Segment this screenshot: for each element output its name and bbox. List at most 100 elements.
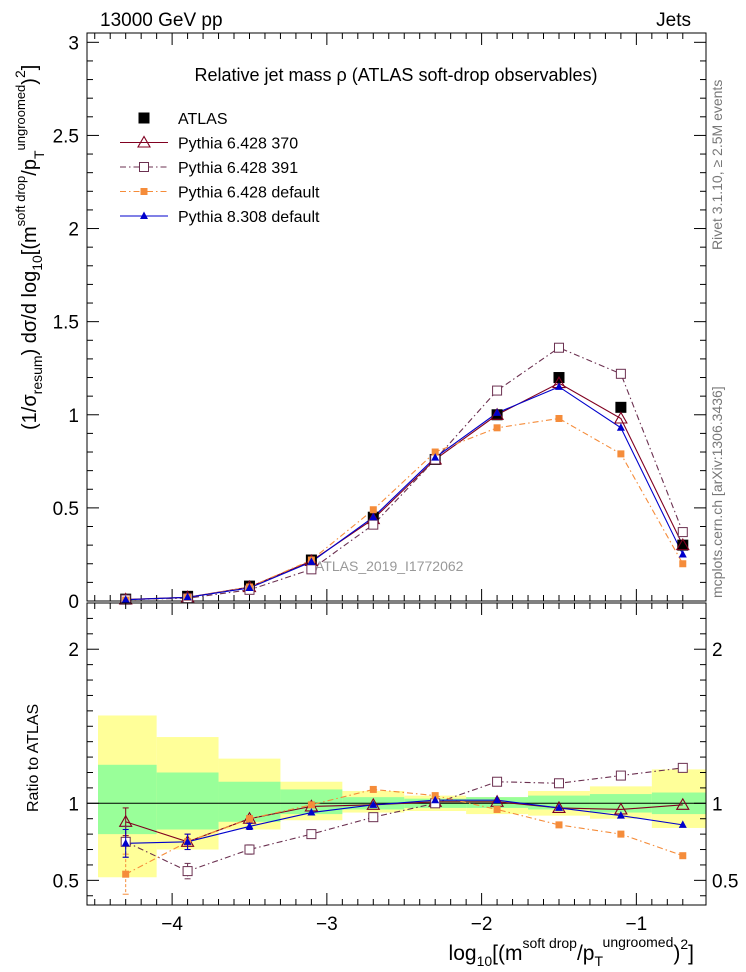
ratio-frame xyxy=(86,602,707,906)
y-tick-label: 2 xyxy=(68,220,79,241)
x-tick-label: −1 xyxy=(626,914,648,935)
y-axis-label: (1/σresum) dσ/d log10[(msoft drop/pTungr… xyxy=(12,65,47,430)
legend-label-py8: Pythia 8.308 default xyxy=(178,209,320,226)
main-panel: 0 0.5 1 1.5 2 2.5 3 Relative jet mass ρ (ATLAS … xyxy=(12,32,707,613)
legend-marker-atlas xyxy=(138,112,150,124)
ratio-panel: 0.5 0.5 1 1 2 2 −4 −3 −2 −1 Ratio to ATLAS log10[(m… xyxy=(25,602,738,969)
ratio-point-py391 xyxy=(306,829,317,840)
ratio-point-py391 xyxy=(492,776,503,787)
ratio-y-tick-label: 1 xyxy=(68,794,79,815)
ratio-y-tick-label-right: 1 xyxy=(712,794,723,815)
point-py8 xyxy=(554,382,563,390)
point-py_default xyxy=(555,414,563,422)
ratio-y-tick-label-right: 0.5 xyxy=(712,871,738,892)
point-py8 xyxy=(245,583,254,591)
ratio-point-py8 xyxy=(121,838,130,847)
ratio-point-py391 xyxy=(244,844,255,855)
point-py370 xyxy=(613,411,628,424)
series-line-py_default xyxy=(125,417,684,601)
ratio-point-py_default xyxy=(555,821,563,829)
x-axis-label: log10[(msoft drop/pTungroomed)2] xyxy=(449,934,694,969)
ratio-point-py_default xyxy=(245,815,253,823)
chart-title: Relative jet mass ρ (ATLAS soft-drop obs… xyxy=(194,65,597,85)
ratio-y-tick-label-right: 2 xyxy=(712,640,723,661)
point-py391 xyxy=(615,368,626,379)
point-py8 xyxy=(493,408,502,416)
point-py391 xyxy=(492,385,503,396)
y-tick-label: 1.5 xyxy=(53,313,79,334)
ratio-point-py_default xyxy=(369,785,377,793)
point-py8 xyxy=(121,595,130,603)
ratio-point-py_default xyxy=(493,805,501,813)
point-py8 xyxy=(431,453,440,461)
ratio-point-py_default xyxy=(431,792,439,800)
y-tick-label: 0 xyxy=(68,592,79,613)
ratio-line-py370 xyxy=(125,801,683,843)
point-py8 xyxy=(183,592,192,601)
point-py8 xyxy=(307,557,316,565)
legend-label-py370: Pythia 6.428 370 xyxy=(178,136,298,153)
legend-label-py391: Pythia 6.428 391 xyxy=(178,160,298,177)
point-py391 xyxy=(553,342,564,353)
ratio-point-py8 xyxy=(678,820,687,828)
uncertainty-band-inner xyxy=(98,764,157,835)
ratio-point-py_default xyxy=(617,830,625,838)
point-atlas xyxy=(615,401,627,413)
series-line-py8 xyxy=(125,386,684,601)
point-py8 xyxy=(369,512,378,521)
watermark: ATLAS_2019_I1772062 xyxy=(315,558,464,574)
ratio-point-py_default xyxy=(679,852,687,860)
ratio-point-py391 xyxy=(615,770,626,781)
y-tick-label: 0.5 xyxy=(53,499,79,520)
ratio-point-py8 xyxy=(554,803,563,811)
point-py_default xyxy=(679,560,687,568)
ratio-point-py370 xyxy=(675,797,690,810)
point-py391 xyxy=(677,527,688,538)
legend-label-atlas: ATLAS xyxy=(178,111,228,128)
y-tick-label: 2.5 xyxy=(53,126,79,147)
ratio-line-py8 xyxy=(125,799,683,844)
legend-marker-py370 xyxy=(137,135,151,148)
y-tick-label: 3 xyxy=(68,33,79,54)
ratio-point-py8 xyxy=(183,837,192,845)
ratio-y-axis-label: Ratio to ATLAS xyxy=(25,704,42,812)
ratio-point-py8 xyxy=(245,821,254,830)
side-label-mcplots: mcplots.cern.ch [arXiv:1306.3436] xyxy=(709,386,725,598)
legend-marker-py391 xyxy=(139,162,149,172)
point-py_default xyxy=(617,450,625,458)
ratio-point-py370 xyxy=(552,800,566,813)
header-right: Jets xyxy=(656,10,691,31)
legend-marker-py_default xyxy=(140,188,148,195)
ratio-point-py391 xyxy=(368,812,379,823)
ratio-y-tick-label: 2 xyxy=(68,640,79,661)
point-py8 xyxy=(678,549,687,558)
uncertainty-band-inner xyxy=(156,772,219,830)
point-py391 xyxy=(306,564,317,575)
ratio-line-py391 xyxy=(125,767,683,872)
ratio-point-py391 xyxy=(553,778,564,789)
legend-label-py_default: Pythia 6.428 default xyxy=(178,185,320,202)
ratio-point-py_default xyxy=(307,801,315,809)
ratio-point-py8 xyxy=(616,811,625,819)
ratio-point-py370 xyxy=(366,797,381,810)
point-py8 xyxy=(616,423,625,431)
ratio-point-py391 xyxy=(182,866,193,877)
ratio-y-tick-label: 0.5 xyxy=(53,871,79,892)
x-tick-label: −4 xyxy=(161,914,183,935)
point-py_default xyxy=(431,448,439,456)
series-line-py391 xyxy=(125,347,684,601)
ratio-point-py_default xyxy=(122,870,130,878)
point-py370 xyxy=(675,538,690,551)
ratio-point-py391 xyxy=(677,762,688,773)
ratio-point-py8 xyxy=(307,808,316,816)
point-py370 xyxy=(490,407,505,420)
header-left: 13000 GeV pp xyxy=(100,10,223,31)
legend-marker-py8 xyxy=(140,211,148,219)
main-frame xyxy=(86,32,707,602)
ratio-point-py8 xyxy=(431,795,440,804)
ratio-point-py8 xyxy=(369,800,378,808)
side-label-rivet: Rivet 3.1.10, ≥ 2.5M events xyxy=(709,80,725,250)
point-py_default xyxy=(369,506,377,514)
point-py_default xyxy=(493,424,501,432)
